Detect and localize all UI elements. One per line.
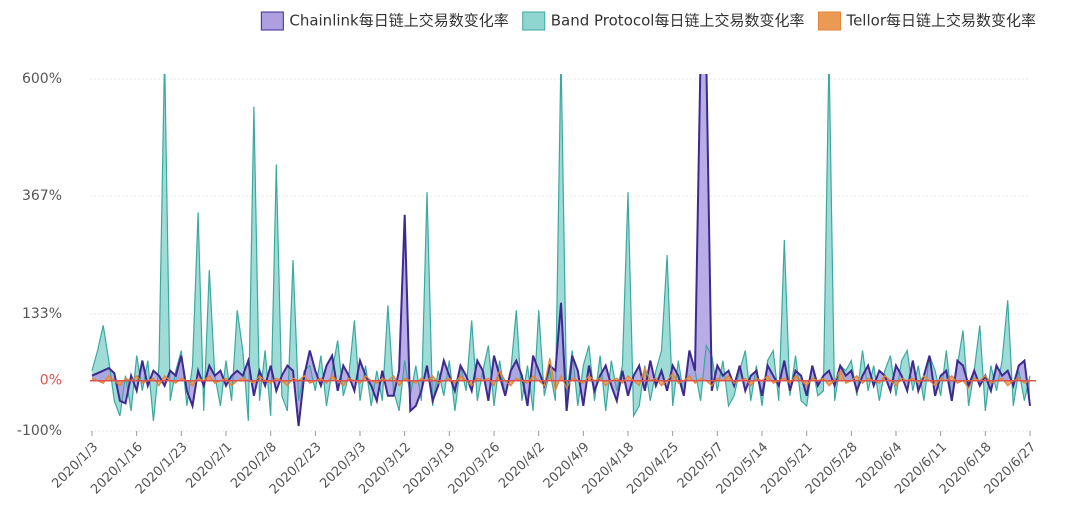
legend-swatch: [260, 11, 284, 31]
x-tick-label: 2020/2/1: [183, 440, 235, 492]
y-tick-label: 0%: [40, 373, 62, 389]
series-line: [91, 74, 1031, 421]
y-tick-label: 600%: [22, 71, 62, 87]
y-tick-label: 367%: [22, 188, 62, 204]
y-tick-label: -100%: [17, 423, 62, 439]
legend-label: Band Protocol每日链上交易数变化率: [551, 12, 805, 30]
legend-label: Tellor每日链上交易数变化率: [845, 12, 1036, 30]
y-tick-label: 133%: [22, 306, 62, 322]
legend-swatch: [522, 11, 546, 31]
legend-label: Chainlink每日链上交易数变化率: [289, 12, 508, 30]
x-tick-label: 2020/4/2: [496, 440, 548, 492]
area: [92, 74, 1030, 421]
plot-area: [91, 74, 1031, 427]
series-line: [91, 74, 1031, 427]
legend-swatch: [817, 11, 841, 31]
